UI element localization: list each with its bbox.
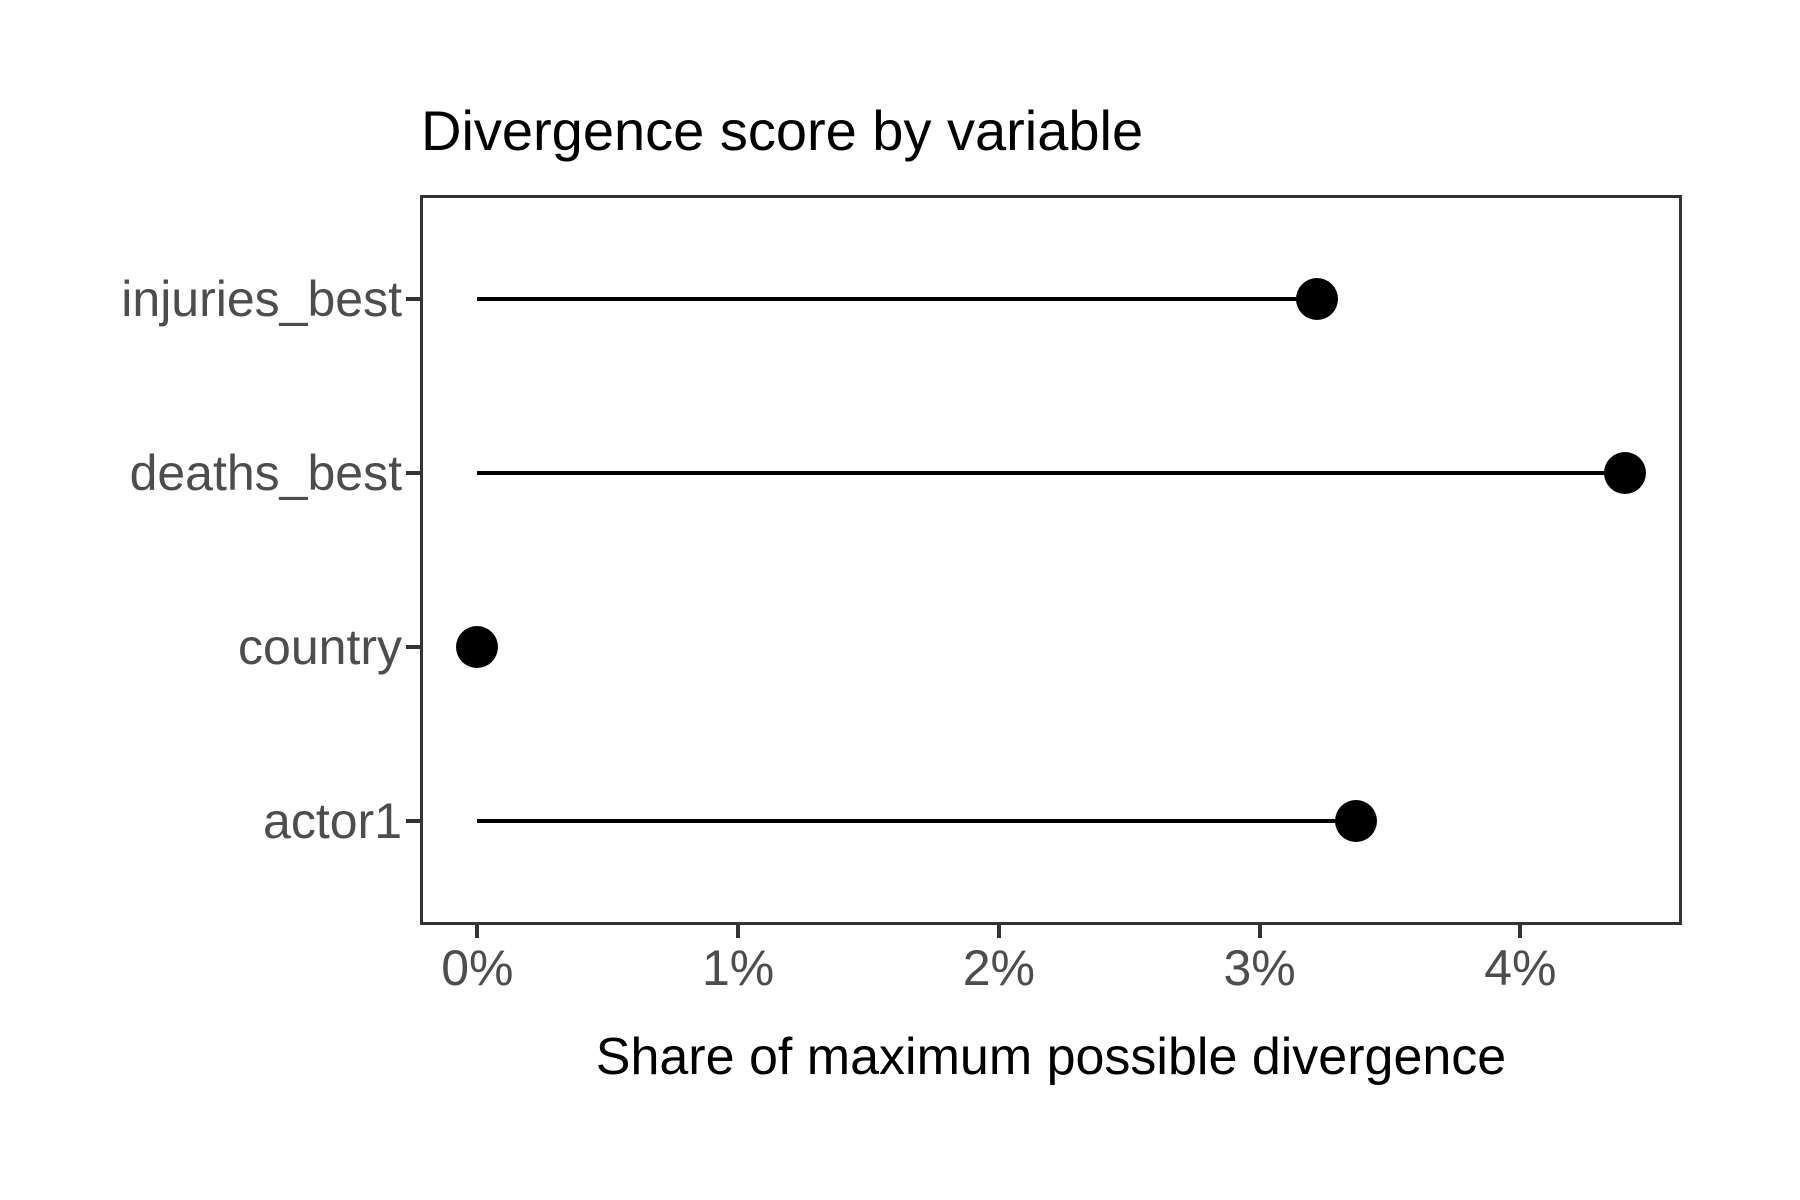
lollipop-stem-actor1 [477,818,1357,823]
y-axis-label-injuries_best: injuries_best [121,271,402,328]
y-tick-mark [406,818,420,823]
x-tick-mark [475,925,480,938]
x-axis-title: Share of maximum possible divergence [595,1028,1507,1086]
x-tick-mark [736,925,741,938]
lollipop-stem-deaths_best [477,471,1625,476]
y-tick-mark [406,644,420,649]
y-tick-mark [406,297,420,302]
y-axis-label-actor1: actor1 [263,792,402,849]
x-axis-tick-label: 0% [441,940,514,996]
x-axis-tick-label: 1% [701,940,775,996]
x-axis-tick-label: 4% [1484,940,1557,996]
lollipop-point-injuries_best [1295,278,1338,321]
y-axis-label-deaths_best: deaths_best [129,445,402,502]
chart-title: Divergence score by variable [421,99,1144,162]
y-axis-label-country: country [238,618,402,675]
x-tick-mark [1518,925,1523,938]
x-tick-mark [1257,925,1262,938]
x-axis-tick-label: 3% [1223,940,1296,996]
plot-panel [420,195,1682,925]
lollipop-point-actor1 [1335,799,1378,842]
x-tick-mark [996,925,1001,938]
lollipop-point-deaths_best [1603,452,1646,495]
y-tick-mark [406,471,420,476]
lollipop-point-country [456,625,499,668]
lollipop-stem-injuries_best [477,297,1317,302]
x-axis-tick-label: 2% [962,940,1035,996]
